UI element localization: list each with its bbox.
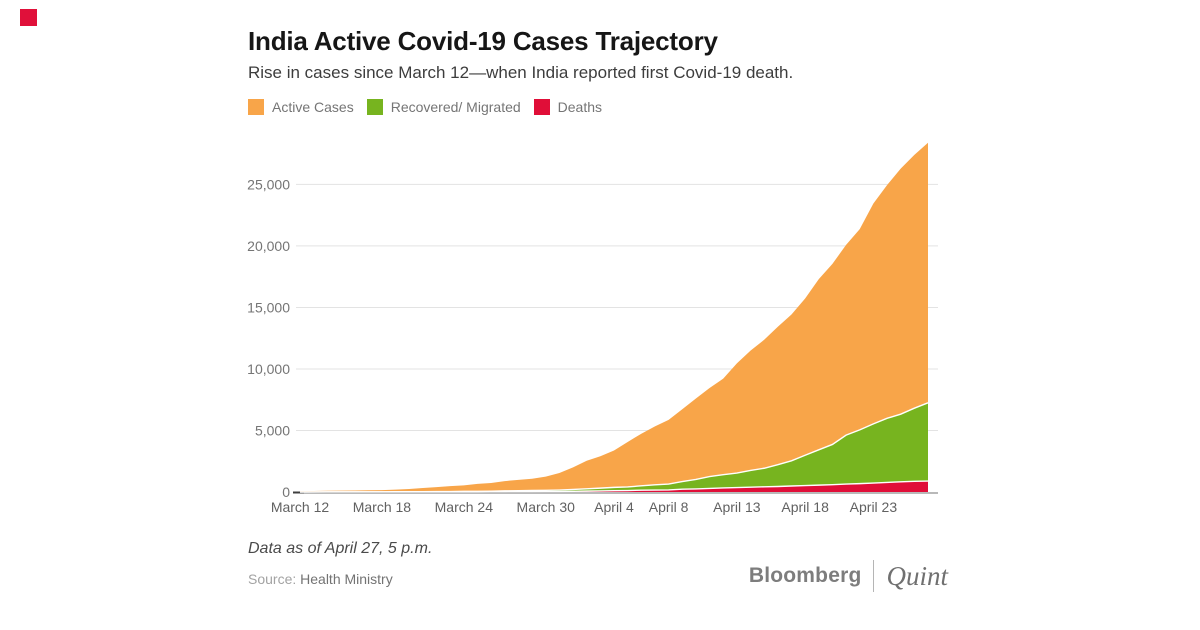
area-deaths [300,481,928,492]
x-axis-tick-label: April 4 [594,499,634,515]
source-label: Source: [248,571,297,587]
deaths-boundary-line [299,480,929,493]
y-axis-tick-label: 10,000 [247,361,290,377]
legend-label: Deaths [557,99,603,115]
legend-item-active-cases: Active Cases [248,99,354,115]
x-axis-tick-label: March 24 [435,499,494,515]
x-axis-tick-label: April 18 [781,499,829,515]
chart-subtitle: Rise in cases since March 12—when India … [248,63,794,82]
x-axis-tick-label: March 18 [353,499,412,515]
y-axis-tick-label: 15,000 [247,299,290,315]
data-as-of-note: Data as of April 27, 5 p.m. [248,540,433,557]
recovered-migrated-swatch-icon [366,99,383,115]
area-active-cases [300,142,928,492]
logo-divider [873,560,875,592]
bloomberg-quint-logo: Bloomberg Quint [749,560,948,592]
x-axis-tick-label: March 12 [271,499,330,515]
page-title: India Active Covid-19 Cases Trajectory [248,26,718,56]
brand-mark-red-square [20,9,37,26]
y-axis-tick-label: 5,000 [255,422,290,438]
x-axis-tick-label: April 23 [850,499,898,515]
deaths-swatch-icon [533,99,550,115]
y-axis-tick-label: 25,000 [247,176,290,192]
y-axis-tick-label: 20,000 [247,238,290,254]
area-recovered-migrated [300,402,928,492]
legend-item-recovered-migrated: Recovered/ Migrated [366,99,521,115]
legend-label: Recovered/ Migrated [390,99,521,115]
bloomberg-wordmark: Bloomberg [748,564,862,587]
x-axis-tick-label: March 30 [517,499,576,515]
x-axis-tick-label: April 8 [649,499,689,515]
source-value: Health Ministry [300,571,393,587]
active-cases-swatch-icon [248,99,264,115]
quint-wordmark: Quint [886,560,948,591]
chart-legend: Active Cases Recovered/ Migrated Deaths [248,99,602,115]
x-axis-tick-label: April 13 [713,499,761,515]
legend-label: Active Cases [272,99,354,115]
legend-item-deaths: Deaths [533,99,603,115]
source-line: Source: Health Ministry [248,571,393,587]
y-axis-tick-label: 0 [282,484,290,500]
